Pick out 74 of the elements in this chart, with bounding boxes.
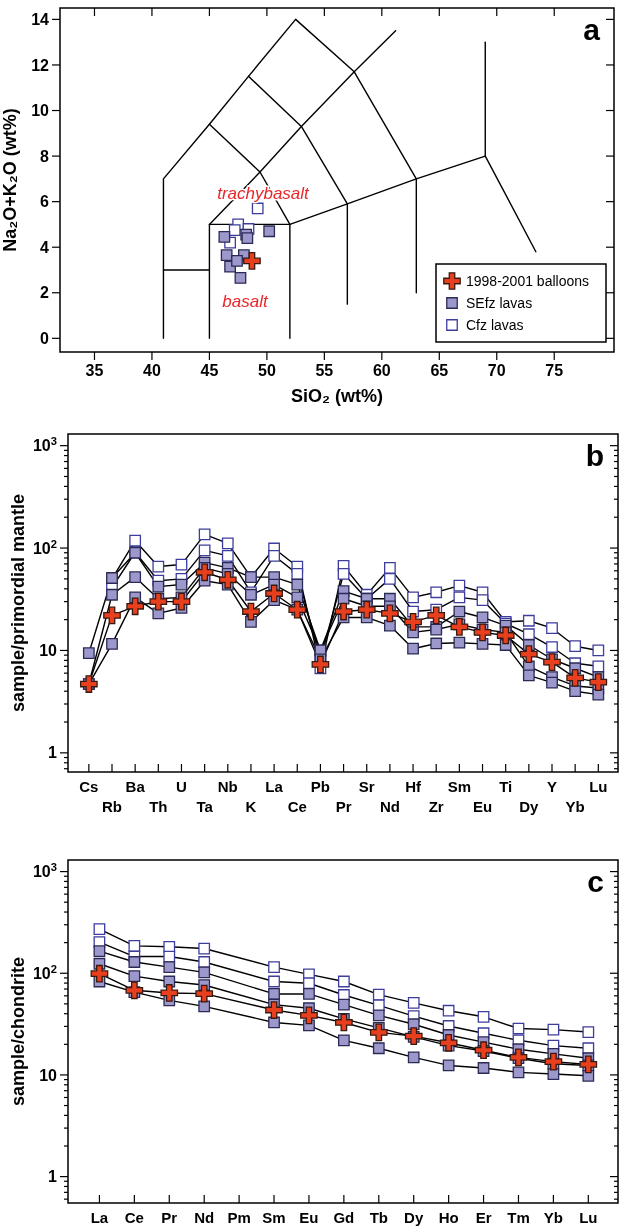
x-tick-label: 35: [85, 362, 104, 379]
x-tick-label: Nd: [194, 1209, 215, 1226]
y-axis-title: Na₂O+K₂O (wt%): [0, 108, 20, 252]
x-tick-label: La: [265, 778, 284, 795]
y-tick-label: 10: [31, 102, 50, 120]
x-tick-label: K: [245, 798, 257, 815]
y-tick-label: 10$^{3}$: [32, 861, 57, 881]
x-tick-label: 50: [257, 362, 276, 379]
y-tick-label: 1: [48, 1168, 58, 1186]
x-tick-label: 60: [372, 362, 391, 379]
x-tick-label: Hf: [405, 778, 422, 795]
x-tick-label: 70: [487, 362, 506, 379]
x-tick-label: Y: [546, 778, 558, 795]
x-tick-label: Tb: [369, 1209, 388, 1226]
y-tick-label: 10$^{3}$: [32, 435, 57, 455]
x-tick-label: Zr: [428, 798, 444, 815]
x-tick-label: Eu: [472, 798, 493, 815]
annotation: basalt: [222, 292, 269, 311]
y-tick-label: 2: [40, 284, 50, 302]
x-tick-label: Pm: [227, 1209, 251, 1226]
chart-title: b: [585, 439, 604, 472]
x-tick-label: Nb: [217, 778, 238, 795]
x-tick-label: Dy: [519, 798, 540, 815]
y-axis-title: sample/chondrite: [8, 956, 28, 1107]
x-tick-label: Nd: [379, 798, 400, 815]
y-tick-label: 10: [39, 642, 58, 660]
legend-label: SEfz lavas: [466, 294, 533, 311]
x-tick-label: U: [176, 778, 187, 795]
x-tick-label: 75: [545, 362, 564, 379]
x-tick-label: Pr: [335, 798, 352, 815]
y-tick-label: 4: [40, 238, 50, 256]
x-tick-label: Sr: [358, 778, 375, 795]
x-tick-label: Ce: [287, 798, 307, 815]
x-tick-label: 55: [315, 362, 334, 379]
y-tick-label: 1: [48, 744, 58, 762]
x-tick-label: Ti: [499, 778, 513, 795]
y-tick-label: 0: [40, 329, 50, 347]
x-tick-label: Pb: [310, 778, 331, 795]
x-tick-label: Th: [149, 798, 168, 815]
x-tick-label: 45: [200, 362, 219, 379]
chart-title: c: [587, 865, 604, 898]
x-tick-label: Tm: [507, 1209, 530, 1226]
x-tick-label: Dy: [404, 1209, 424, 1226]
x-tick-label: Er: [475, 1209, 492, 1226]
x-tick-label: Ce: [124, 1209, 144, 1226]
chart-title: a: [583, 13, 601, 46]
x-tick-label: Pr: [161, 1209, 178, 1226]
y-tick-label: 6: [40, 193, 50, 211]
x-tick-label: Lu: [589, 778, 608, 795]
y-axis-title: sample/primordial mantle: [8, 493, 28, 713]
x-axis-title: SiO₂ (wt%): [291, 386, 383, 406]
x-tick-label: Yb: [565, 798, 585, 815]
y-tick-label: 10$^{2}$: [32, 537, 57, 557]
x-tick-label: Ta: [196, 798, 214, 815]
y-tick-label: 12: [31, 56, 50, 74]
y-tick-label: 10$^{2}$: [32, 962, 57, 982]
legend-label: 1998-2001 balloons: [466, 272, 589, 289]
y-tick-label: 8: [40, 147, 50, 165]
x-tick-label: Ho: [438, 1209, 459, 1226]
y-tick-label: 10: [39, 1066, 58, 1084]
x-tick-label: La: [90, 1209, 109, 1226]
x-tick-label: Gd: [333, 1209, 355, 1226]
x-tick-label: Sm: [262, 1209, 286, 1226]
x-tick-label: Eu: [299, 1209, 319, 1226]
x-tick-label: Lu: [579, 1209, 598, 1226]
x-tick-label: Cs: [79, 778, 99, 795]
x-tick-label: Yb: [543, 1209, 563, 1226]
x-tick-label: Ba: [125, 778, 146, 795]
x-tick-label: 65: [430, 362, 449, 379]
y-tick-label: 14: [31, 10, 50, 28]
legend-label: Cfz lavas: [466, 316, 524, 333]
x-tick-label: Sm: [447, 778, 472, 795]
x-tick-label: 40: [143, 362, 161, 379]
x-tick-label: Rb: [102, 798, 122, 815]
